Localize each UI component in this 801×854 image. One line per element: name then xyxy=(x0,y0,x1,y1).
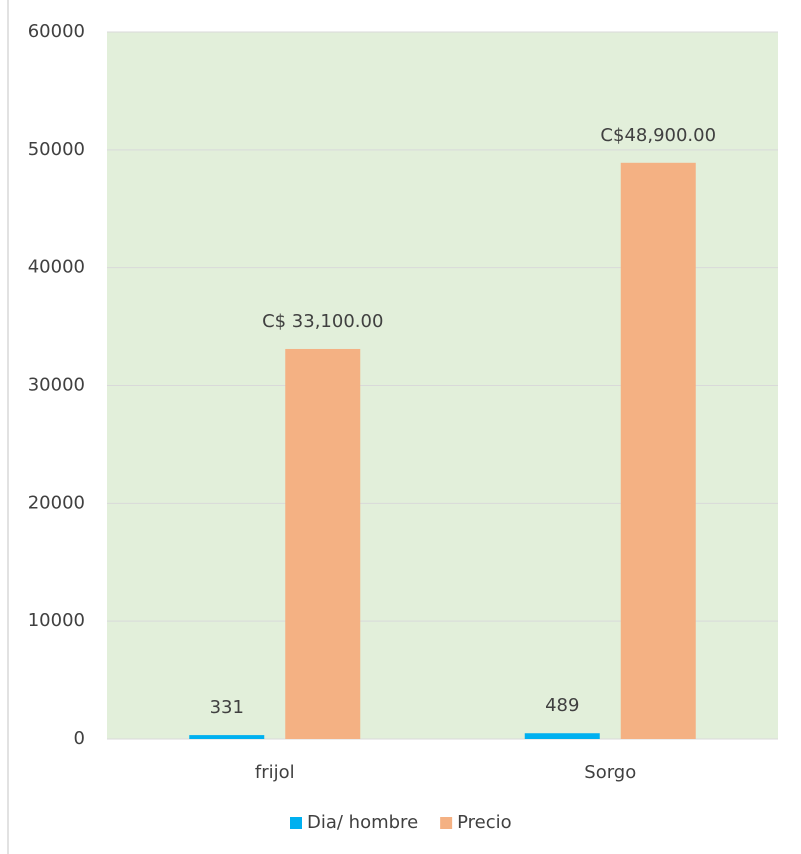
bar xyxy=(285,348,361,739)
data-label: C$48,900.00 xyxy=(600,125,716,146)
y-tick-label: 0 xyxy=(74,728,85,749)
y-tick-label: 60000 xyxy=(28,21,85,42)
y-tick-label: 50000 xyxy=(28,139,85,160)
legend-swatch xyxy=(440,817,453,829)
data-label: C$ 33,100.00 xyxy=(262,311,383,332)
legend-label: Precio xyxy=(457,812,512,833)
data-label: 331 xyxy=(210,697,244,718)
x-tick-label: Sorgo xyxy=(584,762,636,783)
bar xyxy=(524,733,600,739)
bar xyxy=(189,735,265,739)
data-label: 489 xyxy=(545,695,579,716)
bar xyxy=(620,162,696,740)
legend-swatch xyxy=(290,817,302,829)
y-tick-label: 20000 xyxy=(28,492,85,513)
y-tick-label: 10000 xyxy=(28,610,85,631)
y-tick-label: 30000 xyxy=(28,375,85,396)
x-tick-label: frijol xyxy=(255,762,295,783)
y-tick-label: 40000 xyxy=(28,257,85,278)
legend-label: Dia/ hombre xyxy=(307,812,418,833)
